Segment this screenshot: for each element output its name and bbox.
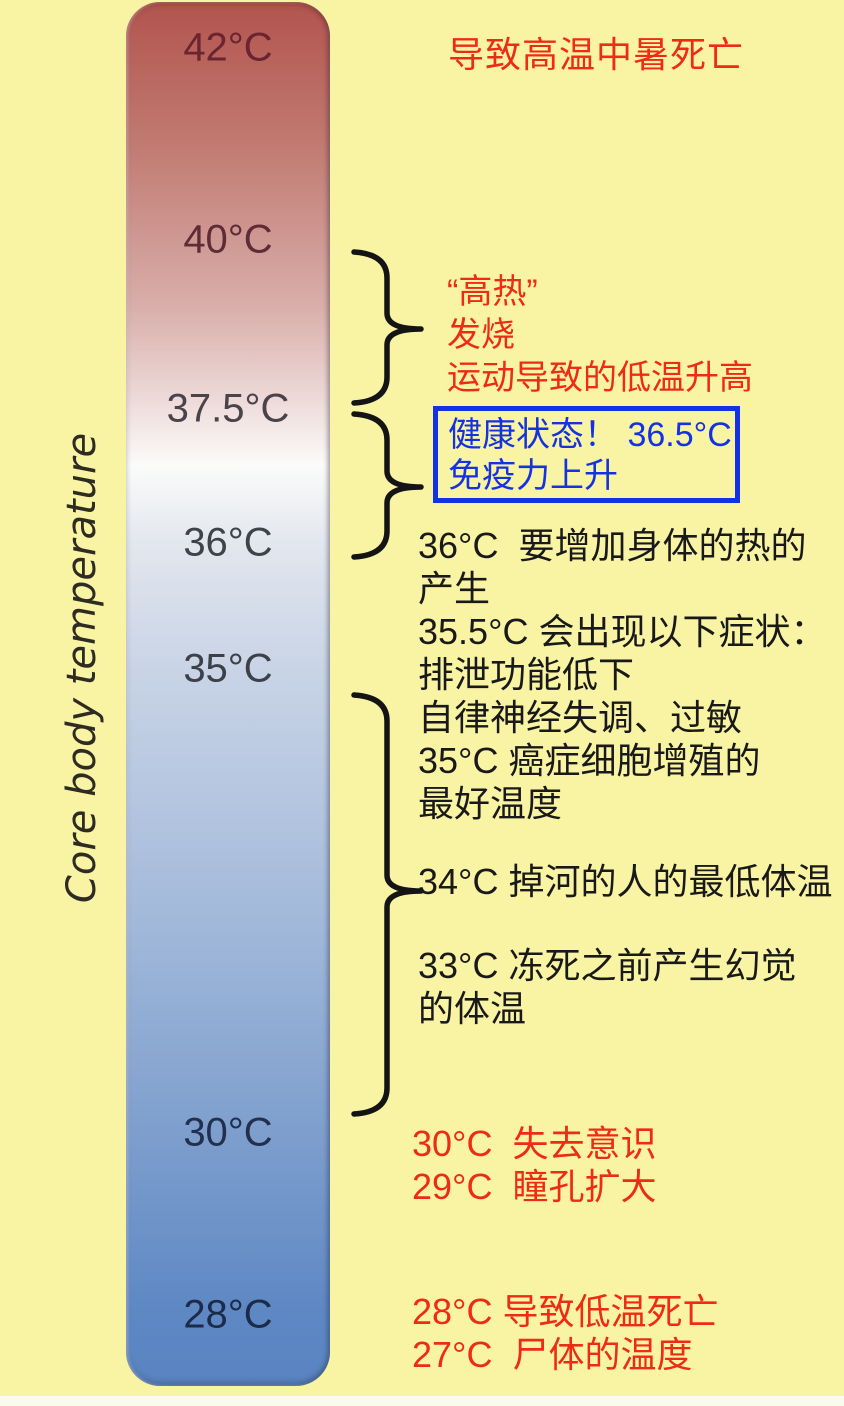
scale-label-30: 30°C xyxy=(183,1110,273,1155)
annotation-line: 30°C 失去意识 xyxy=(412,1123,657,1164)
annotation-line: “高热” xyxy=(447,273,538,311)
annotation-line: 28°C 导致低温死亡 xyxy=(412,1291,719,1332)
annotation-line: 产生 xyxy=(418,568,491,609)
annotation-line: 的体温 xyxy=(418,988,527,1029)
annotation-line: 最好温度 xyxy=(418,783,563,824)
annotation-freezing-hallucination: 33°C 冻死之前产生幻觉 的体温 xyxy=(418,944,796,1030)
annotation-hypothermia-death: 28°C 导致低温死亡 27°C 尸体的温度 xyxy=(412,1290,718,1376)
bottom-strip xyxy=(0,1396,844,1406)
annotation-line: 排泄功能低下 xyxy=(418,654,635,695)
thermometer-bar xyxy=(126,2,330,1386)
scale-label-40: 40°C xyxy=(183,217,273,262)
annotation-line: 运动导致的低温升高 xyxy=(447,359,753,397)
annotation-line: 36°C 要增加身体的热的 xyxy=(418,525,807,566)
annotation-line: 健康状态！ 36.5°C xyxy=(448,416,732,454)
annotation-line: 33°C 冻死之前产生幻觉 xyxy=(418,945,797,986)
annotation-line: 29°C 瞳孔扩大 xyxy=(412,1166,657,1207)
annotation-unconscious-pupils: 30°C 失去意识 29°C 瞳孔扩大 xyxy=(412,1122,656,1208)
scale-label-37.5: 37.5°C xyxy=(166,386,290,431)
annotation-line: 导致高温中暑死亡 xyxy=(448,34,745,75)
annotation-hypothermia-symptoms: 36°C 要增加身体的热的 产生 35.5°C 会出现以下症状： 排泄功能低下 自律神经… xyxy=(418,524,826,825)
annotation-healthy-state: 健康状态！ 36.5°C 免疫力上升 xyxy=(433,406,740,503)
annotation-line: 27°C 尸体的温度 xyxy=(412,1334,693,1375)
axis-label-core-body-temperature: Core body temperature xyxy=(59,432,105,904)
scale-label-36: 36°C xyxy=(183,520,273,565)
brace-hypothermia-range xyxy=(351,692,424,1117)
annotation-heatstroke-death: 导致高温中暑死亡 xyxy=(448,33,744,76)
scale-label-42: 42°C xyxy=(183,25,273,70)
annotation-line: 发烧 xyxy=(447,316,515,354)
brace-fever-range xyxy=(351,249,424,406)
scale-label-35: 35°C xyxy=(183,646,273,691)
annotation-fever-range: “高热” 发烧运动导致的低温升高 xyxy=(447,271,753,400)
annotation-line: 免疫力上升 xyxy=(448,457,618,495)
scale-label-28: 28°C xyxy=(183,1292,273,1337)
annotation-line: 34°C 掉河的人的最低体温 xyxy=(418,861,833,902)
brace-healthy-range xyxy=(351,411,424,560)
annotation-river-minimum-temp: 34°C 掉河的人的最低体温 xyxy=(418,860,832,903)
annotation-line: 自律神经失调、过敏 xyxy=(418,697,743,738)
annotation-line: 35.5°C 会出现以下症状： xyxy=(418,611,827,652)
annotation-line: 35°C 癌症细胞增殖的 xyxy=(418,740,761,781)
